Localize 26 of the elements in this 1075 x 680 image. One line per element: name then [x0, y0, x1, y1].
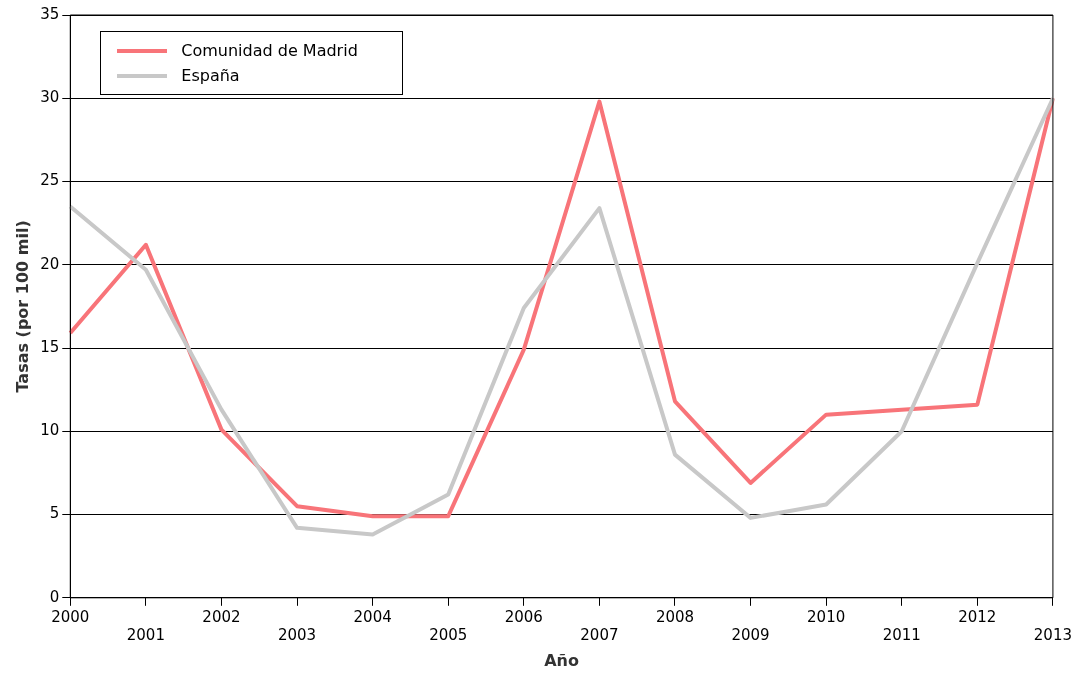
legend-label: España — [181, 66, 240, 85]
y-tick-label: 0 — [49, 587, 60, 606]
x-tick-label: 2008 — [655, 607, 695, 626]
x-tick-label: 2007 — [580, 625, 619, 644]
x-tick-label: 2013 — [1033, 625, 1073, 644]
y-tick-label: 35 — [40, 4, 60, 23]
x-tick-label: 2005 — [429, 625, 468, 644]
y-tick-label: 10 — [40, 421, 60, 440]
y-tick-label: 25 — [40, 171, 60, 190]
x-tick-label: 2001 — [126, 625, 165, 644]
legend-label: Comunidad de Madrid — [181, 41, 358, 60]
x-tick-label: 2012 — [958, 607, 997, 626]
x-tick-label: 2006 — [504, 607, 543, 626]
x-tick-label: 2010 — [807, 607, 846, 626]
x-tick-label: 2000 — [51, 607, 90, 626]
y-tick-label: 5 — [49, 504, 60, 523]
y-axis-title: Tasas (por 100 mil) — [12, 220, 32, 393]
x-tick-label: 2003 — [277, 625, 317, 644]
y-tick-label: 15 — [40, 337, 60, 356]
x-axis-title: Año — [544, 650, 579, 670]
x-tick-label: 2011 — [882, 625, 921, 644]
y-tick-label: 20 — [40, 254, 60, 273]
y-tick-label: 30 — [40, 88, 60, 107]
x-tick-label: 2002 — [202, 607, 241, 626]
x-tick-label: 2004 — [353, 607, 392, 626]
x-tick-label: 2009 — [731, 625, 770, 644]
